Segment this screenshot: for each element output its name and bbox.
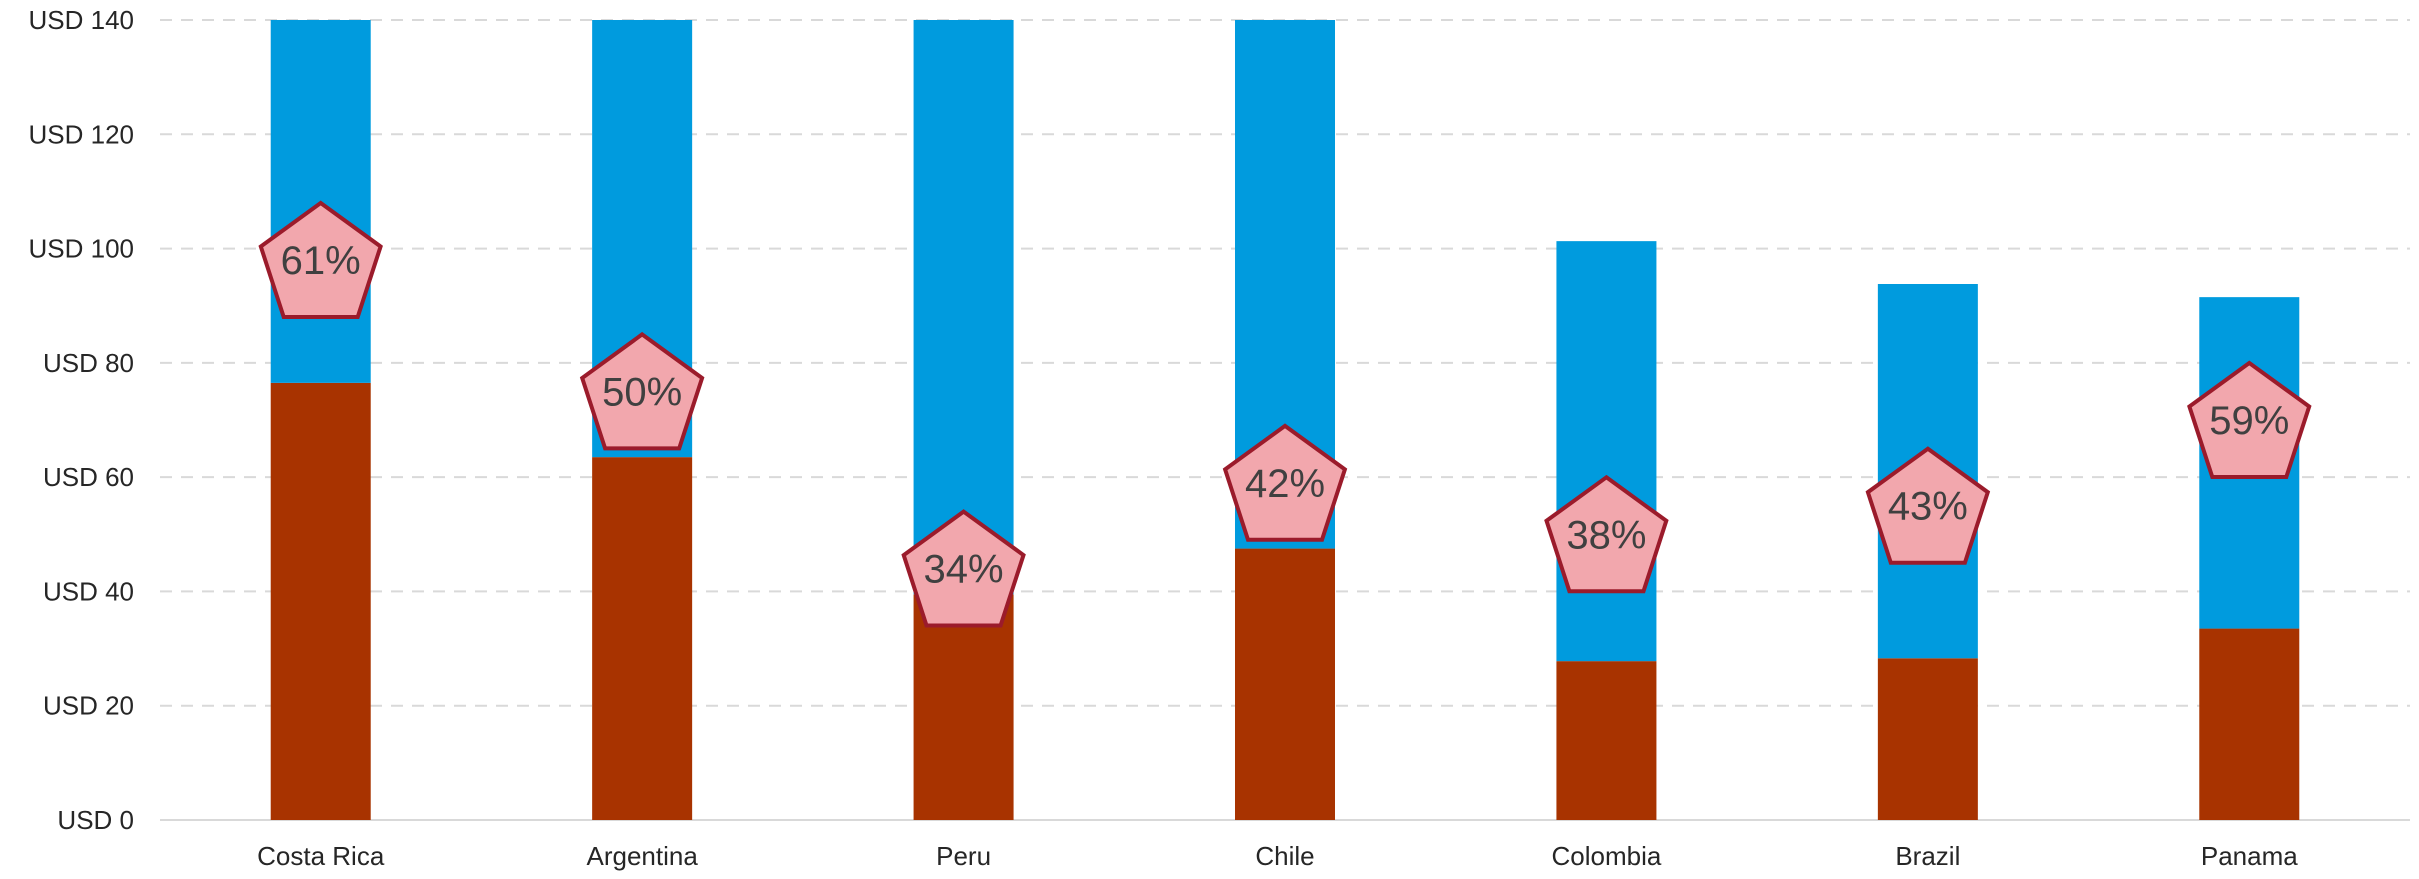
y-tick-label: USD 20 <box>43 691 134 721</box>
y-tick-label: USD 80 <box>43 348 134 378</box>
pentagon-marker <box>2187 360 2312 479</box>
y-tick-label: USD 140 <box>29 5 135 35</box>
pentagon-marker <box>901 509 1026 628</box>
data-label: 42% <box>1245 462 1325 506</box>
y-tick-label: USD 100 <box>29 234 135 264</box>
pentagon-marker <box>258 200 383 319</box>
bar-segment <box>1556 661 1657 820</box>
y-tick-label: USD 0 <box>57 805 134 835</box>
bar-segment <box>913 594 1014 820</box>
y-tick-label: USD 120 <box>29 119 135 149</box>
x-tick-label: Costa Rica <box>257 841 385 871</box>
data-label: 34% <box>924 548 1004 592</box>
x-tick-label: Argentina <box>586 841 698 871</box>
bar-segment <box>1556 241 1657 662</box>
pentagon-marker <box>1865 446 1991 565</box>
data-label: 50% <box>602 370 682 414</box>
x-tick-label: Peru <box>936 841 991 871</box>
data-label: 61% <box>281 239 361 283</box>
bar-segment <box>1877 658 1978 820</box>
bar-segment <box>2199 628 2300 820</box>
data-label: 43% <box>1888 485 1968 529</box>
bar-segment <box>1235 548 1335 820</box>
bar-segment <box>592 457 693 820</box>
data-label: 38% <box>1566 513 1646 557</box>
y-tick-label: USD 40 <box>43 576 134 606</box>
bar-segment <box>270 382 371 820</box>
data-label: 59% <box>2209 399 2289 443</box>
y-tick-label: USD 60 <box>43 462 134 492</box>
pentagon-marker <box>1544 474 1669 594</box>
pentagon-marker <box>579 331 705 451</box>
x-tick-label: Brazil <box>1895 841 1960 871</box>
bar-segment <box>913 20 1014 595</box>
pentagon-marker <box>1222 423 1348 542</box>
x-tick-label: Colombia <box>1552 841 1662 871</box>
x-tick-label: Chile <box>1255 841 1314 871</box>
x-tick-label: Panama <box>2201 841 2298 871</box>
